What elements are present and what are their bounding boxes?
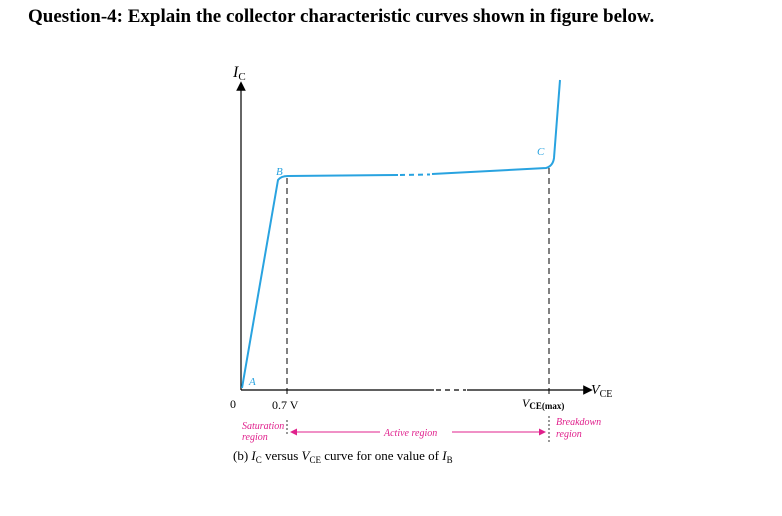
vcemax-label: V bbox=[522, 396, 531, 410]
collector-curve-dashed bbox=[399, 173, 431, 176]
tick-07v-label: 0.7 V bbox=[272, 398, 299, 412]
collector-curve-right bbox=[431, 79, 561, 175]
y-axis-label: I bbox=[232, 64, 239, 81]
point-b-label: B bbox=[276, 166, 283, 178]
vcemax-sub: CE(max) bbox=[529, 401, 564, 411]
origin-label: 0 bbox=[230, 397, 236, 411]
collector-curve bbox=[241, 174, 399, 389]
x-axis-sub: CE bbox=[600, 389, 613, 400]
saturation-label-2: region bbox=[242, 432, 268, 443]
svg-text:VCE(max): VCE(max) bbox=[522, 396, 564, 411]
point-c-label: C bbox=[537, 146, 545, 158]
x-axis-label: V bbox=[591, 383, 601, 398]
breakdown-label-2: region bbox=[556, 429, 582, 440]
point-a-label: A bbox=[248, 376, 256, 388]
svg-text:VCE: VCE bbox=[591, 383, 612, 400]
active-region-label: Active region bbox=[383, 428, 437, 439]
svg-text:IC: IC bbox=[232, 64, 246, 83]
figure-caption: (b) IC versus VCE curve for one value of… bbox=[233, 448, 453, 465]
question-title: Question-4: Explain the collector charac… bbox=[28, 6, 655, 27]
y-axis-sub: C bbox=[238, 71, 245, 83]
breakdown-label-1: Breakdown bbox=[556, 417, 601, 428]
saturation-label-1: Saturation bbox=[242, 421, 284, 432]
